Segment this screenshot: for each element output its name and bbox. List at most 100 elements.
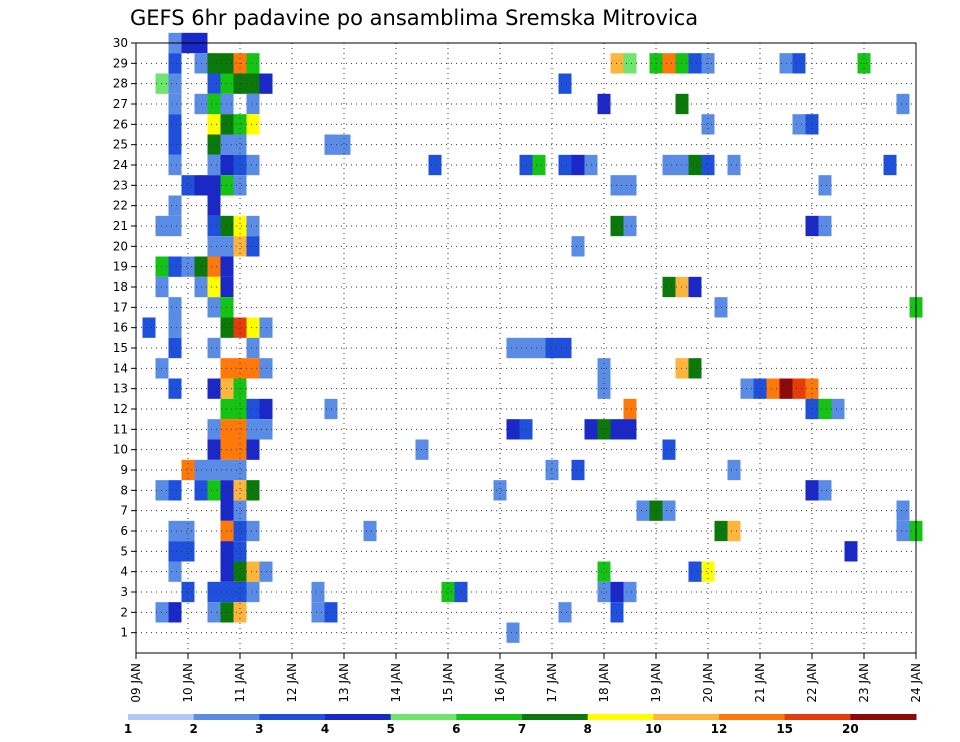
y-axis: 1234567891011121314151617181920212223242… [113, 36, 136, 640]
y-tick-label: 21 [113, 219, 128, 233]
precip-cell [792, 53, 806, 74]
x-tick-label: 22 JAN [805, 663, 819, 703]
precip-cell [207, 93, 221, 115]
precip-cell [233, 602, 247, 623]
precip-cell [246, 561, 260, 582]
precip-cell [662, 276, 676, 298]
legend-label: 6 [452, 722, 460, 736]
y-tick-label: 28 [113, 77, 128, 91]
precip-cell [233, 561, 247, 582]
chart-title: GEFS 6hr padavine po ansamblima Sremska … [130, 6, 698, 30]
x-tick-label: 17 JAN [545, 663, 559, 703]
precip-cell [246, 154, 260, 176]
precip-cell [818, 398, 832, 420]
legend-swatch [390, 714, 457, 720]
y-tick-label: 2 [120, 605, 128, 619]
precip-cell [168, 520, 182, 542]
precip-cell [233, 581, 247, 603]
precip-cell [792, 114, 806, 135]
legend-label: 5 [386, 722, 394, 736]
legend-swatch [587, 714, 654, 720]
legend-swatch [522, 714, 589, 720]
legend-swatch [128, 714, 195, 720]
x-tick-label: 24 JAN [909, 663, 923, 703]
precip-cell [532, 154, 546, 176]
precip-cell [246, 581, 260, 603]
y-tick-label: 11 [113, 422, 128, 436]
precip-cell [246, 236, 260, 257]
precip-cell [246, 53, 260, 74]
precip-cell [597, 581, 611, 603]
precip-cell [181, 256, 195, 277]
precip-cell [168, 378, 182, 399]
precip-cell [233, 541, 247, 562]
precip-cell [688, 53, 702, 74]
precip-cell [571, 154, 585, 176]
precip-cell [168, 602, 182, 623]
y-tick-label: 27 [113, 97, 128, 111]
y-tick-label: 25 [113, 138, 128, 152]
precip-cell [558, 73, 572, 94]
precip-cell [168, 93, 182, 115]
legend-swatch [719, 714, 786, 720]
legend-label: 10 [645, 722, 662, 736]
x-tick-label: 21 JAN [753, 663, 767, 703]
precip-cell [168, 297, 182, 318]
y-tick-label: 17 [113, 300, 128, 314]
precip-cell [246, 73, 260, 94]
precip-cell [311, 581, 325, 603]
x-tick-label: 20 JAN [701, 663, 715, 703]
y-tick-label: 26 [113, 117, 128, 131]
precip-cell [701, 154, 715, 176]
precip-cell [207, 53, 221, 74]
y-tick-label: 9 [120, 463, 128, 477]
precip-cell [311, 602, 325, 623]
precip-cell [207, 134, 221, 155]
precip-cell [558, 154, 572, 176]
precip-cell [688, 561, 702, 582]
y-tick-label: 12 [113, 402, 128, 416]
precip-cell [558, 602, 572, 623]
precip-cell [207, 419, 221, 440]
precip-cell [168, 256, 182, 277]
precip-cell [207, 236, 221, 257]
precip-cell [662, 53, 676, 74]
precip-cell [792, 378, 806, 399]
precip-cell [246, 480, 260, 501]
precip-cell [701, 561, 715, 582]
precip-cell [688, 358, 702, 379]
legend-swatch [193, 714, 260, 720]
precip-cell [207, 154, 221, 176]
precip-cell [207, 602, 221, 623]
x-tick-label: 10 JAN [181, 663, 195, 703]
precip-cell [207, 581, 221, 603]
precip-cell [233, 134, 247, 155]
precip-cell [558, 337, 572, 359]
precip-cell [246, 93, 260, 115]
precip-cell [207, 297, 221, 318]
precip-cell [168, 337, 182, 359]
precip-cell [363, 520, 377, 542]
precip-cell [532, 337, 546, 359]
y-tick-label: 22 [113, 199, 128, 213]
y-tick-label: 20 [113, 239, 128, 253]
x-tick-label: 09 JAN [129, 663, 143, 703]
precip-cell [727, 459, 741, 481]
precip-cell [623, 398, 637, 420]
y-tick-label: 13 [113, 382, 128, 396]
precip-cell [441, 581, 455, 603]
legend-swatch [325, 714, 392, 720]
precip-cell [506, 419, 520, 440]
precip-cell [168, 53, 182, 74]
precip-cell [818, 175, 832, 196]
precip-cell [233, 317, 247, 338]
legend-label: 8 [583, 722, 591, 736]
precip-cell [207, 480, 221, 501]
precip-cell [246, 114, 260, 135]
x-tick-label: 23 JAN [857, 663, 871, 703]
precip-cell [506, 337, 520, 359]
legend-label: 1 [124, 722, 132, 736]
precip-cell [142, 317, 156, 338]
precip-cell [818, 215, 832, 237]
precip-cell [623, 419, 637, 440]
